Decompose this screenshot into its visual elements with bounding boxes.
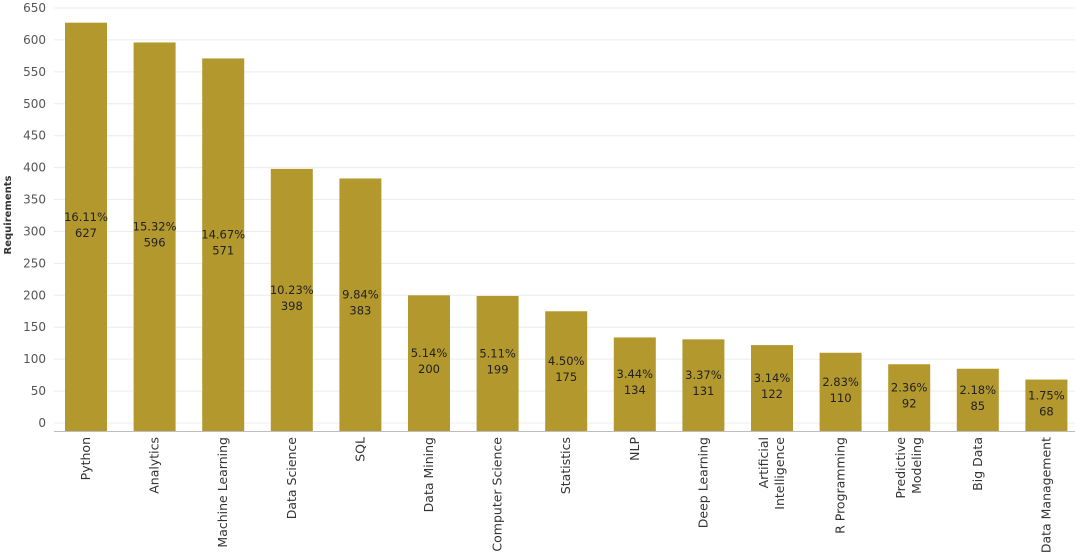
- bar: [476, 295, 519, 431]
- y-tick-label: 100: [23, 352, 46, 366]
- x-category-label: Predictive: [893, 437, 908, 499]
- x-category-label: Machine Learning: [215, 437, 230, 548]
- bar-value-label: 383: [349, 304, 371, 318]
- y-tick-label: 500: [23, 97, 46, 111]
- x-category-label: Intelligence: [772, 437, 787, 510]
- bar: [956, 368, 999, 431]
- bar-percent-label: 2.36%: [891, 381, 928, 395]
- bar-value-label: 110: [830, 391, 852, 405]
- y-tick-label: 150: [23, 320, 46, 334]
- bar-percent-label: 9.84%: [342, 288, 379, 302]
- x-category-label: Computer Science: [490, 437, 505, 552]
- bar-value-label: 200: [418, 362, 440, 376]
- bar-value-label: 398: [281, 299, 303, 313]
- y-tick-label: 450: [23, 129, 46, 143]
- bars: 16.11% 627 15.32% 596 14.67% 571 10.23% 398 9.84…: [64, 22, 1068, 431]
- y-tick-label: 200: [23, 288, 46, 302]
- bar-value-label: 122: [761, 387, 783, 401]
- bar-value-label: 68: [1039, 404, 1054, 418]
- bar-percent-label: 5.11%: [479, 346, 516, 360]
- x-category-label: Big Data: [970, 437, 985, 491]
- bar-percent-label: 10.23%: [270, 283, 314, 297]
- bar-percent-label: 3.14%: [754, 371, 791, 385]
- bar-value-label: 131: [692, 384, 714, 398]
- bar: [270, 168, 313, 431]
- x-category-label: Data Mining: [421, 437, 436, 512]
- x-category-label: Deep Learning: [695, 437, 710, 528]
- bar-value-label: 85: [970, 399, 985, 413]
- bar-percent-label: 14.67%: [201, 228, 245, 242]
- y-tick-label: 0: [38, 416, 46, 430]
- bar: [751, 345, 793, 431]
- bar: [408, 295, 450, 431]
- y-tick-label: 50: [31, 384, 46, 398]
- bar: [819, 352, 862, 431]
- x-category-label: NLP: [627, 437, 642, 461]
- x-category-label: Analytics: [147, 437, 162, 494]
- y-axis-ticks: 0 50 100 150 200 250 300 350 400 450 500 550 600 650: [23, 1, 46, 430]
- bar: [682, 339, 725, 431]
- y-tick-label: 350: [23, 193, 46, 207]
- y-tick-label: 650: [23, 1, 46, 15]
- bar-percent-label: 16.11%: [64, 210, 108, 224]
- x-category-label: R Programming: [833, 437, 848, 534]
- x-axis-categories: Python Analytics Machine Learning Data Scie…: [78, 437, 1053, 553]
- x-category-label: Artificial: [756, 437, 771, 488]
- bar-percent-label: 15.32%: [133, 220, 177, 234]
- bar: [65, 22, 107, 431]
- bar: [613, 337, 656, 431]
- bar: [888, 364, 931, 431]
- bar-value-label: 134: [624, 383, 646, 397]
- y-tick-label: 600: [23, 33, 46, 47]
- x-category-label: Data Science: [284, 437, 299, 520]
- bar-percent-label: 3.37%: [685, 368, 722, 382]
- bar: [339, 178, 382, 431]
- y-tick-label: 400: [23, 161, 46, 175]
- x-category-label: SQL: [352, 437, 367, 462]
- bar-value-label: 199: [487, 362, 509, 376]
- x-category-label: Modeling: [909, 437, 924, 494]
- y-tick-label: 550: [23, 65, 46, 79]
- bar: [1025, 379, 1068, 431]
- bar-value-label: 92: [902, 397, 917, 411]
- x-category-label: Python: [78, 437, 93, 480]
- bar-percent-label: 3.44%: [617, 367, 654, 381]
- bar-value-label: 627: [75, 226, 97, 240]
- bar-percent-label: 4.50%: [548, 354, 585, 368]
- bar: [545, 311, 588, 431]
- y-tick-label: 250: [23, 256, 46, 270]
- x-category-label: Statistics: [558, 437, 573, 494]
- bar: [202, 58, 245, 431]
- y-axis-label: Requirements: [3, 175, 14, 254]
- bar-value-label: 571: [212, 244, 234, 258]
- y-tick-label: 300: [23, 224, 46, 238]
- bar-percent-label: 2.18%: [960, 383, 997, 397]
- bar-percent-label: 1.75%: [1028, 388, 1065, 402]
- bar-value-label: 175: [555, 370, 577, 384]
- x-category-label: Data Management: [1038, 437, 1053, 553]
- bar-percent-label: 2.83%: [822, 375, 859, 389]
- bar: [133, 42, 176, 431]
- bar-value-label: 596: [144, 236, 166, 250]
- bar-percent-label: 5.14%: [411, 346, 448, 360]
